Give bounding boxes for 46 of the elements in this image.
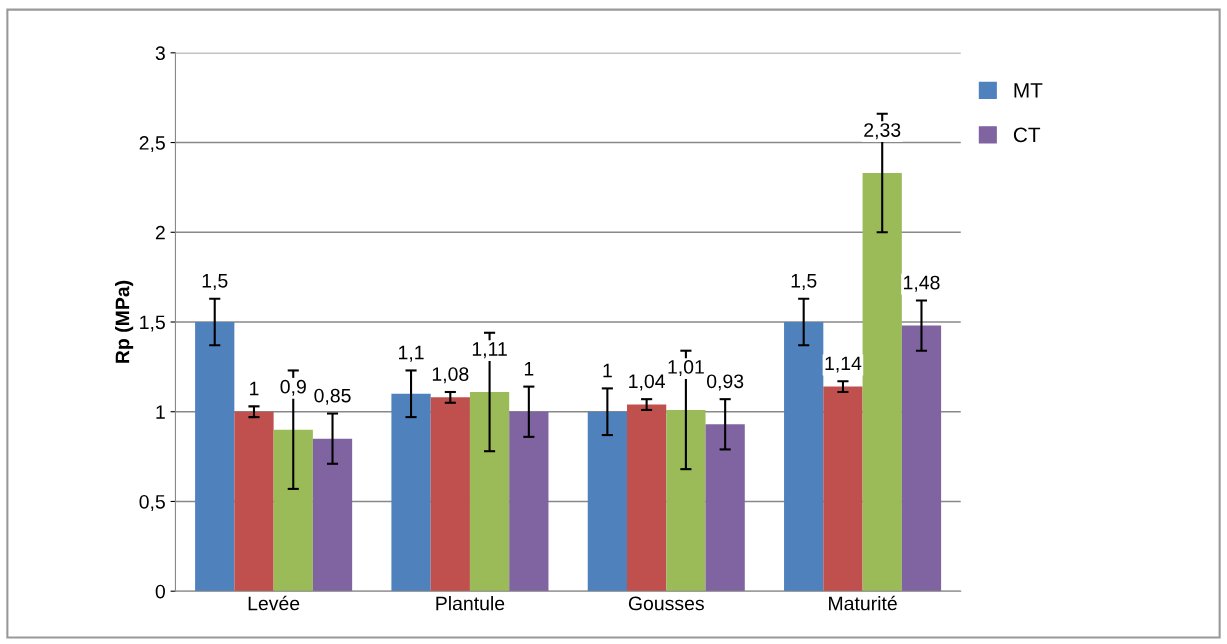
y-axis-title: Rp (MPa) [115,280,134,363]
data-label: 0,85 [314,388,351,405]
data-label: 1,08 [432,367,469,384]
data-label: 1,11 [472,342,507,359]
bar [195,322,235,592]
bar [862,173,902,592]
legend-label: CT [1013,127,1041,143]
data-label: 1,5 [791,274,817,290]
data-label: 1,1 [399,345,424,362]
data-label: 1,48 [904,275,940,292]
data-label: 2,33 [864,123,901,140]
data-label: 1 [250,381,259,396]
bar [430,397,470,592]
bar [469,391,510,592]
bar [587,411,627,592]
y-tick-label: 2,5 [139,136,165,153]
y-tick-label: 0,5 [139,494,165,511]
y-tick-label: 2 [155,225,165,240]
bar [234,411,274,592]
bar [391,393,431,592]
bar [627,404,667,592]
bar [705,424,745,592]
data-label: 1,14 [825,356,862,373]
bar [901,325,942,592]
data-label: 0,93 [707,374,744,391]
bar [666,409,706,592]
y-tick-label: 3 [155,46,165,61]
bar [312,438,353,592]
data-label: 1,04 [629,374,665,391]
bar [509,411,549,592]
x-tick-label: Plantule [436,596,505,611]
legend-label: MT [1014,83,1043,98]
data-label: 1 [603,363,612,378]
data-label: 1 [524,362,534,376]
y-tick-label: 0 [155,584,165,599]
x-tick-label: Levée [248,595,300,611]
data-label: 1,5 [202,274,228,290]
x-tick-label: Maturité [829,595,897,611]
x-tick-label: Gousses [628,596,704,611]
bar [273,429,313,592]
y-tick-label: 1,5 [140,315,165,332]
data-label: 1,01 [668,360,704,377]
bar [784,322,824,592]
y-tick-label: 1 [156,405,165,419]
bar [823,386,863,592]
data-label: 0,9 [280,379,306,396]
